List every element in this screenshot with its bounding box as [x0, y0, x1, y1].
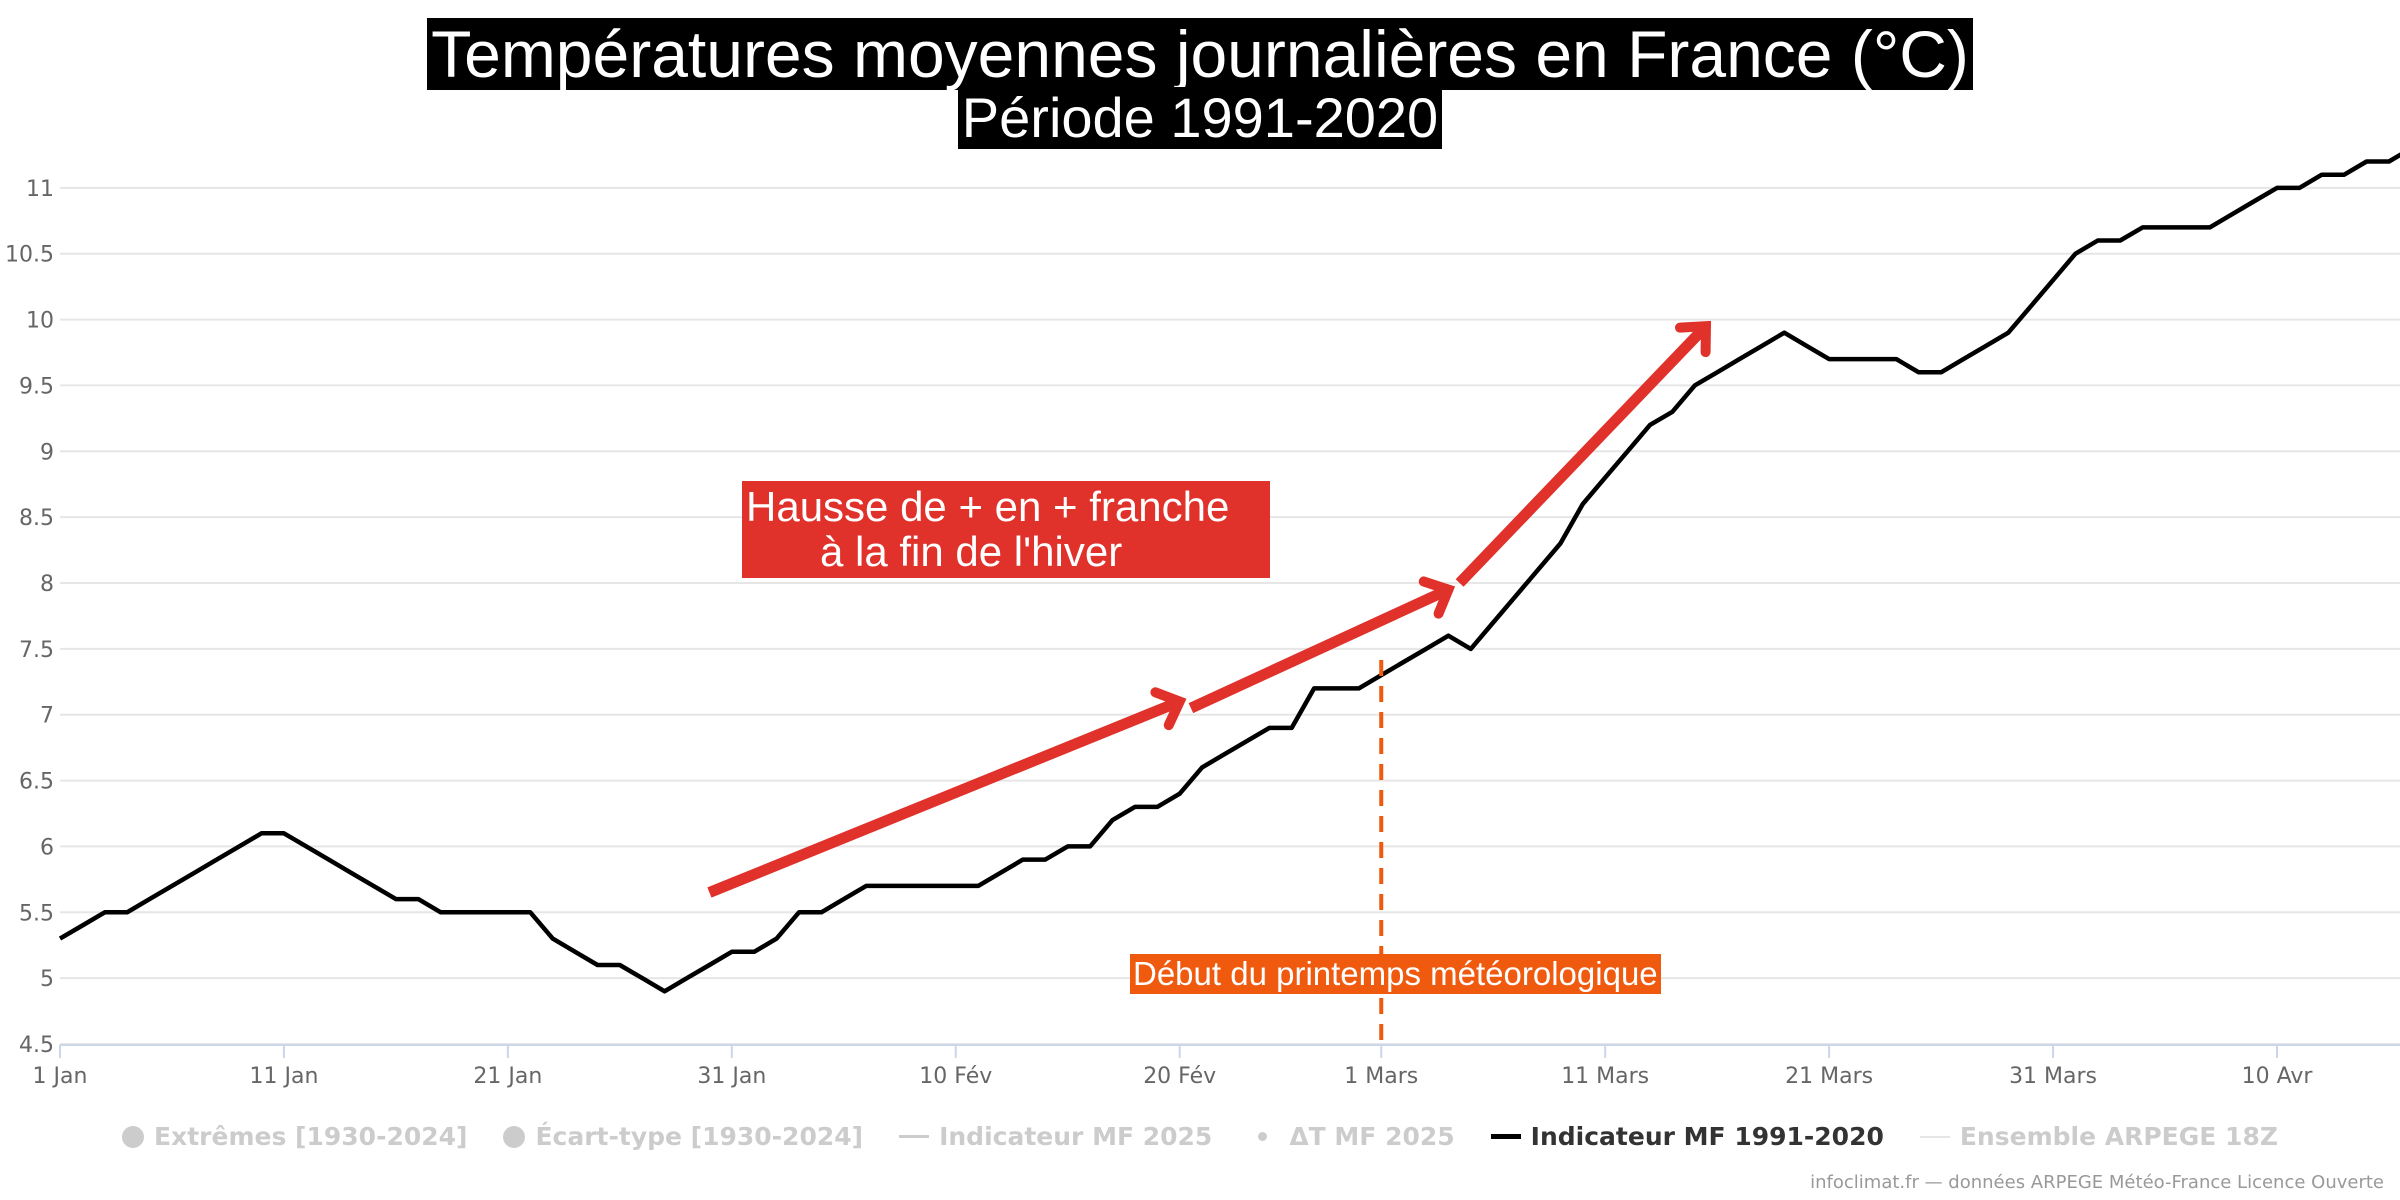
legend-line-icon	[899, 1135, 930, 1138]
legend-circle-icon	[503, 1125, 526, 1148]
legend-label: ΔT MF 2025	[1289, 1122, 1455, 1151]
legend-item-extremes[interactable]: Extrêmes [1930-2024]	[122, 1122, 467, 1151]
trend-arrow-head-icon	[1150, 687, 1187, 731]
chart-title-wrap: Températures moyennes journalières en Fr…	[0, 18, 2400, 90]
y-tick-label: 10.5	[5, 243, 54, 268]
series-line-indicateur-1991-2020	[58, 152, 2400, 994]
trend-arrow-shaft	[707, 696, 1182, 898]
annotation-spring-start: Début du printemps météorologique	[1130, 954, 1661, 994]
x-tick-label: 11 Mars	[1561, 1064, 1649, 1089]
axis-layer: 4.5 5 5.5 6 6.5 7 7.5 8 8.5 9 9.5 10 10.5 11 1 Jan 11 J…	[5, 177, 2400, 1089]
x-tick-label: 31 Jan	[697, 1064, 766, 1089]
x-tick-label: 21 Jan	[473, 1064, 542, 1089]
y-tick-label: 6	[40, 835, 54, 860]
x-tick-label: 20 Fév	[1143, 1064, 1216, 1089]
y-tick-label: 9	[40, 440, 54, 465]
y-tick-label: 11	[26, 177, 54, 202]
x-tick-label: 11 Jan	[249, 1064, 318, 1089]
y-tick-label: 7	[40, 704, 54, 729]
y-tick-label: 5.5	[19, 901, 54, 926]
annotation-trend-line2: à la fin de l'hiver	[820, 528, 1123, 575]
legend-label: Écart-type [1930-2024]	[535, 1122, 864, 1151]
chart-title: Températures moyennes journalières en Fr…	[427, 18, 1973, 90]
x-tick-label: 1 Jan	[33, 1064, 88, 1089]
legend-item-ecart-type[interactable]: Écart-type [1930-2024]	[503, 1122, 863, 1151]
legend-label: Indicateur MF 2025	[939, 1122, 1213, 1151]
x-tick-label: 10 Fév	[919, 1064, 992, 1089]
x-tick-label: 21 Mars	[1785, 1064, 1873, 1089]
annotation-layer	[707, 320, 1712, 1044]
series-layer	[58, 152, 2400, 994]
annotation-box-trend: Hausse de + en + franche à la fin de l'h…	[742, 481, 1270, 578]
legend-dot-icon	[1258, 1132, 1268, 1141]
chart-subtitle: Période 1991-2020	[957, 87, 1443, 149]
legend-label: Indicateur MF 1991-2020	[1530, 1122, 1884, 1151]
y-tick-label: 10	[26, 309, 54, 334]
legend-item-delta-t-2025[interactable]: ΔT MF 2025	[1248, 1122, 1455, 1151]
legend-label: Ensemble ARPEGE 18Z	[1959, 1122, 2278, 1151]
legend-item-indicateur-1991-2020[interactable]: Indicateur MF 1991-2020	[1490, 1122, 1884, 1151]
legend-line-icon	[1919, 1135, 1950, 1138]
legend-line-icon	[1490, 1134, 1521, 1139]
legend-label: Extrêmes [1930-2024]	[154, 1122, 468, 1151]
legend-circle-icon	[122, 1125, 145, 1148]
chart-subtitle-wrap: Période 1991-2020	[0, 87, 2400, 149]
annotation-trend-line1: Hausse de + en + franche	[746, 483, 1230, 530]
x-tick-label: 1 Mars	[1344, 1064, 1418, 1089]
trend-arrow-shaft	[1455, 322, 1710, 587]
grid-layer	[60, 186, 2400, 1045]
legend: Extrêmes [1930-2024] Écart-type [1930-20…	[0, 1122, 2400, 1151]
legend-item-indicateur-2025[interactable]: Indicateur MF 2025	[899, 1122, 1212, 1151]
trend-arrow-head-icon	[1674, 320, 1712, 358]
y-tick-label: 8	[40, 572, 54, 597]
trend-arrow-head-icon	[1418, 576, 1456, 619]
y-tick-label: 8.5	[19, 506, 54, 531]
trend-arrow-shaft	[1188, 584, 1451, 714]
y-tick-label: 7.5	[19, 638, 54, 663]
x-tick-label: 10 Avr	[2242, 1064, 2314, 1089]
y-tick-label: 6.5	[19, 770, 54, 795]
y-tick-label: 4.5	[19, 1033, 54, 1058]
credits-link[interactable]: infoclimat.fr — données ARPEGE Météo-Fra…	[1810, 1172, 2384, 1193]
x-tick-label: 31 Mars	[2009, 1064, 2097, 1089]
y-tick-label: 9.5	[19, 374, 54, 399]
y-tick-label: 5	[40, 967, 54, 992]
legend-item-ensemble-arpege[interactable]: Ensemble ARPEGE 18Z	[1919, 1122, 2278, 1151]
